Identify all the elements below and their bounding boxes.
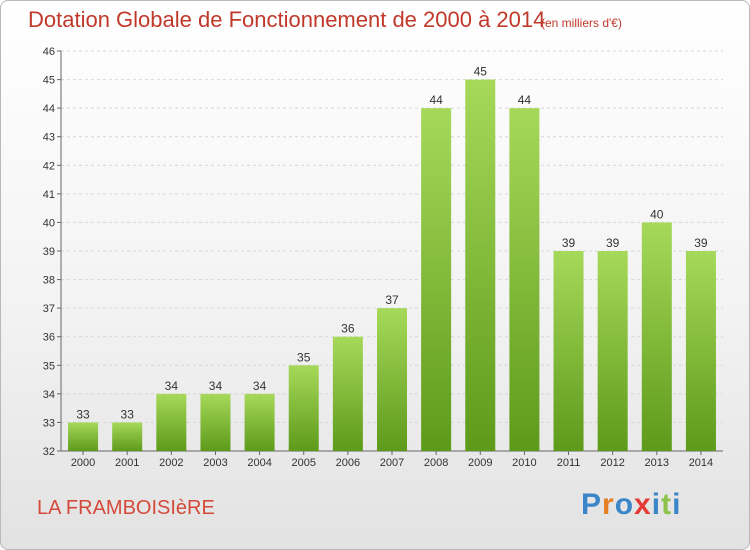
bar (597, 251, 628, 451)
y-tick-label: 39 (43, 246, 55, 258)
x-tick-label: 2005 (291, 457, 315, 469)
value-label: 44 (518, 93, 532, 107)
brand-letter: o (614, 488, 635, 521)
bar (244, 393, 275, 451)
x-tick-label: 2013 (645, 457, 669, 469)
x-tick-label: 2010 (512, 457, 536, 469)
value-label: 45 (474, 65, 488, 79)
unit-note: (en milliers d'€) (541, 16, 622, 30)
bar (156, 393, 187, 451)
bar (332, 336, 363, 451)
chart-title: Dotation Globale de Fonctionnement de 20… (28, 7, 546, 32)
bar (509, 108, 540, 452)
bar (465, 79, 496, 452)
y-tick-label: 42 (43, 160, 55, 172)
value-label: 40 (650, 207, 664, 221)
y-tick-label: 33 (43, 417, 55, 429)
x-tick-label: 2014 (689, 457, 713, 469)
x-tick-label: 2003 (203, 457, 227, 469)
commune-name: LA FRAMBOISIèRE (37, 497, 215, 519)
value-label: 36 (341, 322, 355, 336)
brand-letter: P (581, 488, 603, 521)
bar (553, 251, 584, 451)
x-tick-label: 2000 (71, 457, 95, 469)
value-label: 39 (694, 236, 708, 250)
bar (421, 108, 452, 452)
value-label: 39 (606, 236, 620, 250)
bar (685, 251, 716, 451)
y-tick-label: 37 (43, 303, 55, 315)
bars (68, 79, 716, 452)
y-tick-label: 40 (43, 217, 55, 229)
x-tick-label: 2012 (600, 457, 624, 469)
brand-letter: t (661, 488, 673, 521)
brand-letter: r (602, 488, 615, 521)
x-tick-label: 2001 (115, 457, 139, 469)
y-tick-label: 41 (43, 189, 55, 201)
x-tick-label: 2004 (247, 457, 271, 469)
value-label: 39 (562, 236, 576, 250)
x-tick-label: 2009 (468, 457, 492, 469)
y-tick-label: 46 (43, 46, 55, 58)
value-label: 34 (165, 379, 179, 393)
bar (288, 365, 319, 451)
y-tick-label: 32 (43, 446, 55, 458)
y-tick-label: 43 (43, 132, 55, 144)
y-tick-label: 34 (43, 389, 55, 401)
value-label: 37 (385, 293, 399, 307)
brand-letter: x (634, 488, 652, 521)
value-label: 33 (76, 407, 90, 421)
value-label: 35 (297, 350, 311, 364)
x-tick-label: 2008 (424, 457, 448, 469)
x-tick-label: 2007 (380, 457, 404, 469)
value-label: 34 (209, 379, 223, 393)
y-tick-label: 35 (43, 360, 55, 372)
x-tick-label: 2006 (336, 457, 360, 469)
bar (376, 308, 408, 451)
bar (112, 422, 143, 451)
value-label: 44 (429, 93, 443, 107)
x-tick-label: 2002 (159, 457, 183, 469)
bar (641, 222, 672, 451)
y-tick-label: 36 (43, 332, 55, 344)
brand-letter: i (672, 488, 682, 521)
brand-letter: i (651, 488, 662, 521)
bar (200, 393, 231, 451)
x-tick-label: 2011 (557, 457, 581, 469)
y-tick-label: 38 (43, 275, 55, 287)
labels: 32 33 34 35 36 37 38 39 40 41 42 43 44 45 46 33 2000 33 20… (43, 46, 713, 469)
value-label: 33 (121, 407, 135, 421)
value-label: 34 (253, 379, 267, 393)
bar (68, 422, 99, 451)
y-tick-label: 45 (43, 75, 55, 87)
proxiti-logo: Proxiti (581, 488, 681, 522)
y-tick-label: 44 (43, 103, 55, 115)
